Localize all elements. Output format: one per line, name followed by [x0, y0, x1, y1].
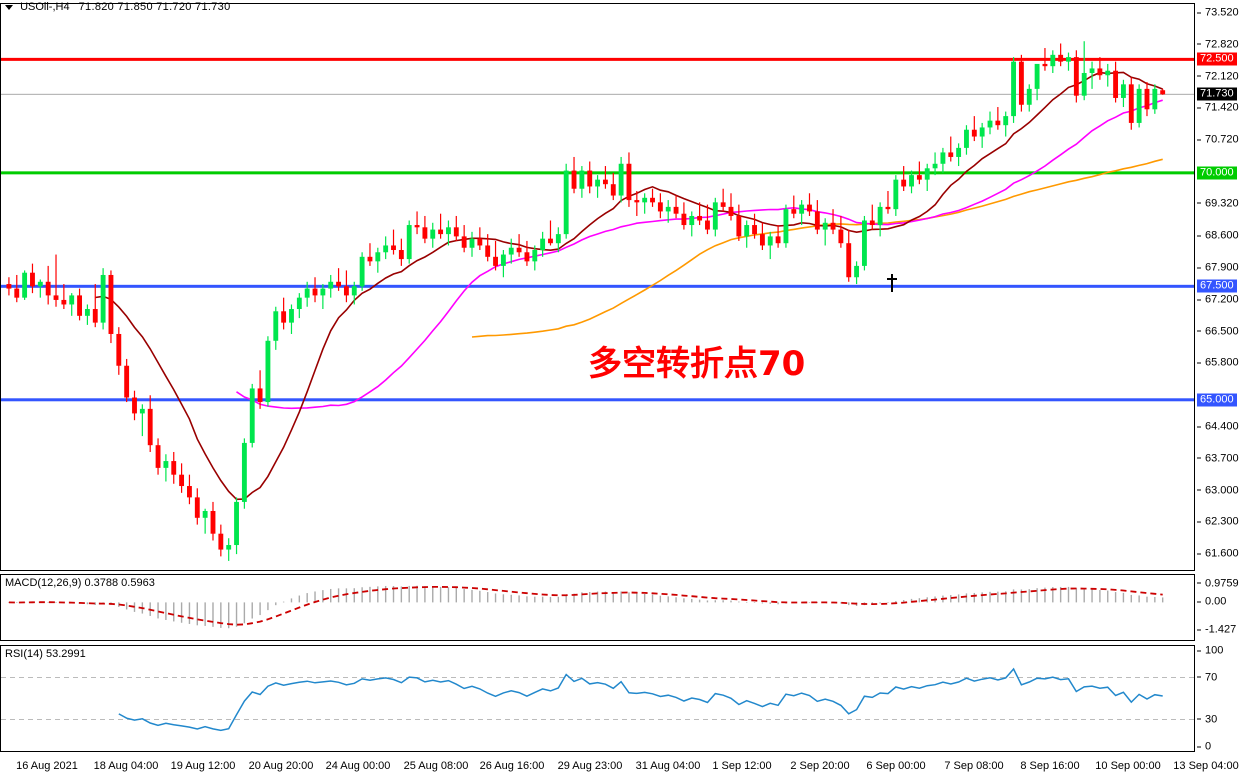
price-tick: 72.120 [1197, 71, 1241, 82]
price-tick: 72.820 [1197, 39, 1241, 50]
price-tick: 66.500 [1197, 326, 1241, 337]
pivot-level-badge[interactable]: 70.000 [1197, 166, 1237, 180]
time-axis-label: 7 Sep 08:00 [944, 760, 1004, 772]
time-axis-label: 25 Aug 08:00 [403, 760, 469, 772]
support-line-67500[interactable] [1, 284, 1194, 288]
price-chart-canvas[interactable] [1, 4, 1194, 570]
macd-tick: 0.9759 [1197, 578, 1241, 589]
macd-canvas[interactable] [1, 575, 1194, 640]
time-axis-label: 10 Sep 00:00 [1095, 760, 1161, 772]
price-tick: 61.600 [1197, 548, 1241, 560]
rsi-tick: 0 [1197, 741, 1213, 753]
resistance-line-72500[interactable] [1, 57, 1194, 61]
rsi-tick: 30 [1197, 714, 1219, 725]
resistance-level-badge[interactable]: 72.500 [1197, 52, 1237, 66]
price-tick: 70.720 [1197, 134, 1241, 146]
rsi-tick: 100 [1197, 645, 1225, 657]
support-level-badge-2[interactable]: 65.000 [1197, 393, 1237, 407]
time-axis-label: 29 Aug 23:00 [557, 760, 623, 772]
price-tick: 62.300 [1197, 516, 1241, 528]
ohlc-values: 71.820 71.850 71.720 71.730 [78, 1, 231, 13]
time-axis-label: 24 Aug 00:00 [325, 760, 391, 772]
rsi-pane[interactable]: RSI(14) 53.2991 [0, 645, 1195, 752]
macd-title: MACD(12,26,9) 0.3788 0.5963 [5, 577, 155, 589]
price-tick: 71.420 [1197, 102, 1241, 114]
price-scale[interactable]: 73.520 72.820 72.120 71.420 70.720 69.320 68.6… [1197, 3, 1250, 571]
macd-tick: -1.427 [1197, 624, 1238, 635]
time-axis-label: 16 Aug 2021 [16, 760, 78, 772]
macd-pane[interactable]: MACD(12,26,9) 0.3788 0.5963 [0, 574, 1195, 641]
pivot-line-70000[interactable] [1, 171, 1194, 175]
time-axis: 16 Aug 2021 18 Aug 04:00 19 Aug 12:00 20 Au… [0, 756, 1250, 778]
chevron-down-icon[interactable] [5, 4, 13, 10]
price-tick: 64.400 [1197, 421, 1241, 433]
time-axis-label: 6 Sep 00:00 [866, 760, 926, 772]
price-tick: 67.900 [1197, 262, 1241, 274]
chart-annotation-text: 多空转折点70 [588, 344, 806, 384]
price-tick: 65.800 [1197, 357, 1241, 369]
rsi-title: RSI(14) 53.2991 [5, 648, 86, 660]
rsi-scale: 100 70 30 0 [1197, 645, 1250, 752]
time-axis-label: 2 Sep 20:00 [790, 760, 850, 772]
symbol-header: USOil-,H4 71.820 71.850 71.720 71.730 [0, 0, 1250, 14]
price-tick: 69.320 [1197, 198, 1241, 209]
time-axis-label: 19 Aug 12:00 [170, 760, 236, 772]
last-price-line[interactable] [1, 93, 1194, 95]
price-tick: 67.200 [1197, 294, 1241, 305]
price-tick: 68.600 [1197, 230, 1241, 242]
time-axis-label: 26 Aug 16:00 [479, 760, 545, 772]
time-axis-label: 1 Sep 12:00 [712, 760, 772, 772]
support-level-badge-1[interactable]: 67.500 [1197, 279, 1237, 293]
time-axis-label: 31 Aug 04:00 [635, 760, 701, 772]
macd-scale: 0.9759 0.00 -1.427 [1197, 574, 1250, 641]
price-tick: 63.000 [1197, 485, 1241, 496]
rsi-canvas[interactable] [1, 646, 1194, 751]
time-axis-label: 18 Aug 04:00 [93, 760, 159, 772]
time-axis-label: 8 Sep 16:00 [1020, 760, 1080, 772]
rsi-tick: 70 [1197, 672, 1219, 683]
macd-tick: 0.00 [1197, 596, 1228, 608]
time-axis-label: 20 Aug 20:00 [248, 760, 314, 772]
last-price-badge[interactable]: 71.730 [1197, 87, 1237, 101]
price-tick: 63.700 [1197, 453, 1241, 464]
crosshair-marker [887, 274, 897, 292]
price-tick: 73.520 [1197, 7, 1241, 19]
support-line-65000[interactable] [1, 398, 1194, 402]
price-chart-pane[interactable] [0, 3, 1195, 571]
symbol-label: USOil-,H4 [20, 1, 70, 14]
time-axis-label: 13 Sep 04:00 [1173, 760, 1239, 772]
